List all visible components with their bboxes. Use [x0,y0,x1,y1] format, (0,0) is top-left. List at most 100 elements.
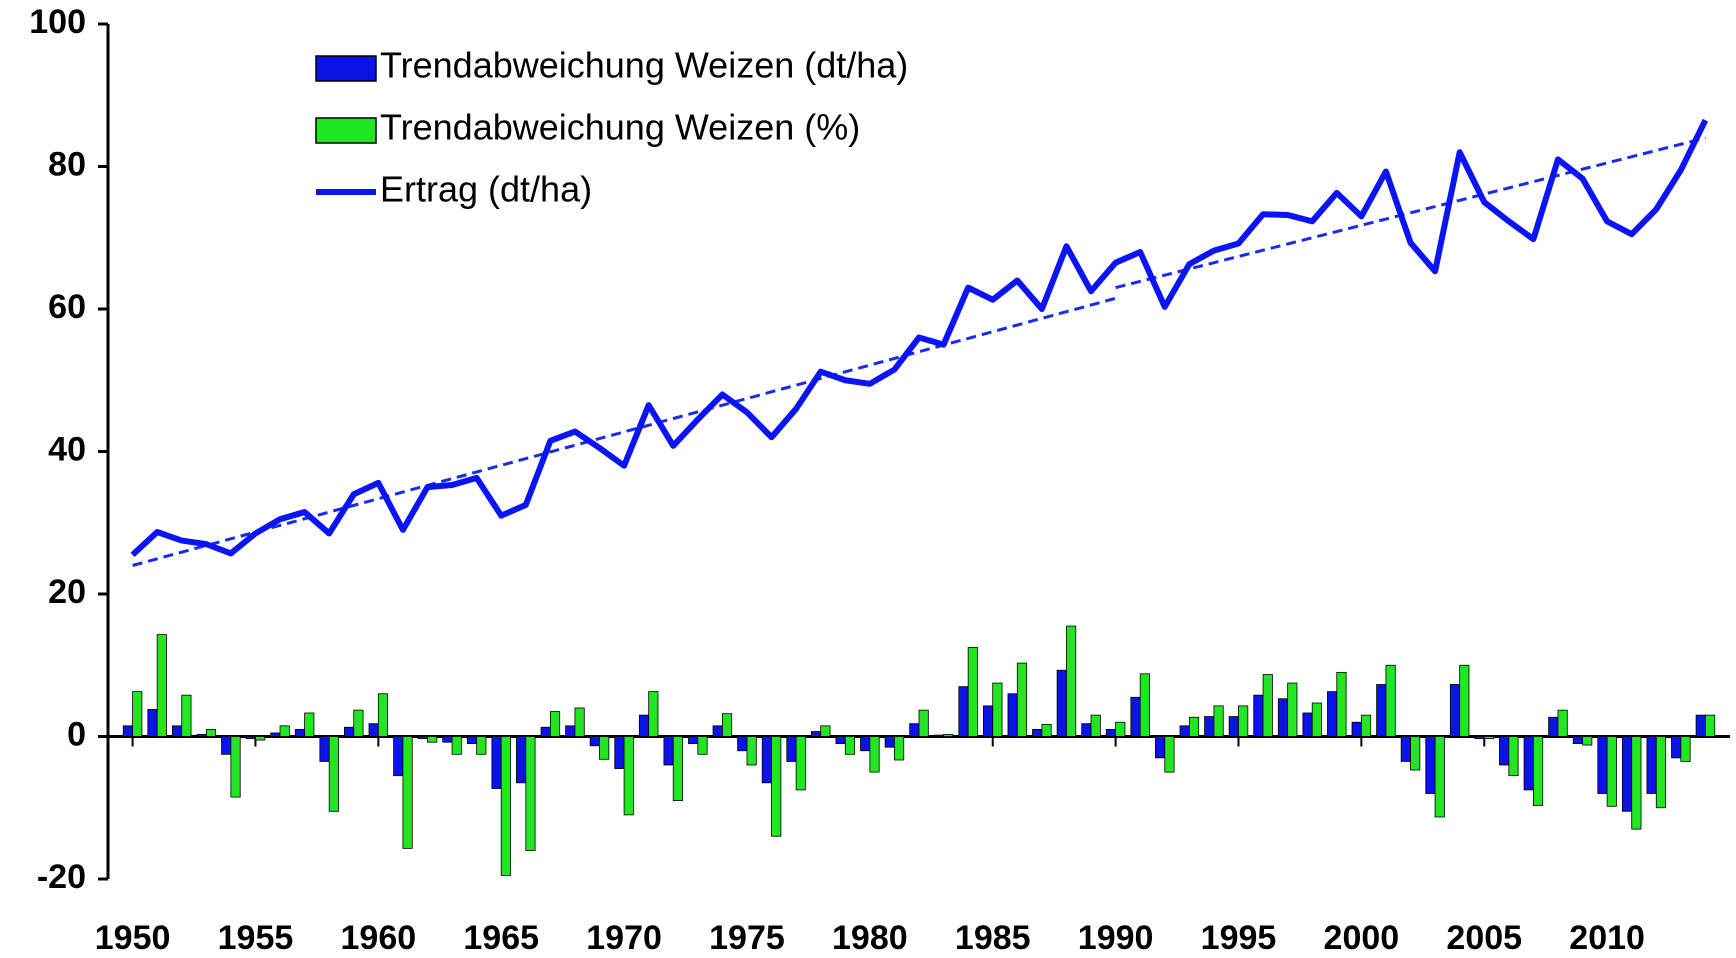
bar [1459,664,1470,737]
bar [1164,736,1175,773]
bar [1179,725,1190,737]
bar [1532,736,1544,807]
bar [171,725,183,737]
bar [1582,736,1593,746]
bar [230,736,241,798]
legend-swatch [315,55,377,82]
bar [688,736,699,745]
bar [1287,682,1298,737]
bar [1474,736,1485,740]
bar [1032,728,1043,737]
y-tick-label: 100 [29,3,86,41]
bar [992,682,1003,737]
x-tick-label: 1990 [1078,919,1154,957]
bar [1425,736,1436,794]
bar [377,693,389,737]
bar [982,705,994,737]
bar [1016,662,1028,737]
bar [500,736,511,876]
bar [1385,664,1396,737]
bar [476,736,487,755]
bar [589,736,600,747]
bar [1188,716,1200,737]
bar [279,725,290,737]
bar [255,736,266,741]
bar [835,736,846,745]
bar [442,736,453,743]
bar [1228,716,1239,737]
y-tick-label: 0 [67,715,86,753]
bar [771,736,782,837]
bar [402,736,413,849]
bar [746,736,757,766]
x-tick-label: 1955 [218,919,294,957]
bar [1646,736,1657,794]
bar [132,691,143,737]
bar [1508,736,1519,777]
bar [672,736,683,802]
x-tick-label: 2005 [1446,919,1522,957]
bar [1523,736,1534,791]
bar [1204,716,1215,737]
bar [810,731,822,737]
y-tick-label: 80 [48,145,86,183]
bar [1434,736,1445,818]
bar [1105,728,1117,737]
bar [1499,736,1510,766]
bar [525,736,536,851]
bar [1081,723,1092,737]
bar [721,713,733,737]
bar [933,734,944,737]
bar [1253,694,1264,737]
y-tick-label: -20 [37,858,86,896]
bar [712,725,723,737]
bar [1277,698,1289,737]
bar [786,736,797,762]
bar [663,736,674,766]
bar [1572,736,1583,745]
bar [894,736,905,761]
bar [1262,674,1273,737]
bar [1705,714,1716,737]
bar [1238,705,1249,737]
bar [1351,721,1362,737]
bar [1041,723,1052,737]
bar [1621,736,1633,812]
x-tick-label: 1995 [1201,919,1277,957]
bar [491,736,502,789]
line [130,118,1709,558]
bar [1606,736,1617,807]
bar [574,707,585,737]
bar [1548,716,1559,737]
bar [196,733,207,737]
bar [1115,721,1126,737]
bar [344,726,355,737]
bar [540,726,551,737]
bar [205,728,217,737]
bar [1327,691,1338,737]
bar [1410,736,1421,771]
bar [221,736,232,755]
bar [270,732,281,737]
bar [737,736,748,752]
legend-swatch [315,117,377,144]
x-tick-label: 2000 [1324,919,1400,957]
bar [909,723,920,737]
bar [294,728,306,737]
bar [697,736,708,755]
bar [1311,702,1322,737]
trend-line [132,296,1116,567]
bar [884,736,895,748]
bar [1597,736,1608,794]
bar [368,723,379,737]
x-tick-label: 1960 [341,919,417,957]
x-tick-label: 2010 [1569,919,1645,957]
bar [638,714,650,737]
bar [451,736,462,755]
bar [648,691,659,737]
bar [319,736,330,762]
bar [820,725,831,737]
bar [1695,714,1706,737]
bar [1557,709,1568,737]
